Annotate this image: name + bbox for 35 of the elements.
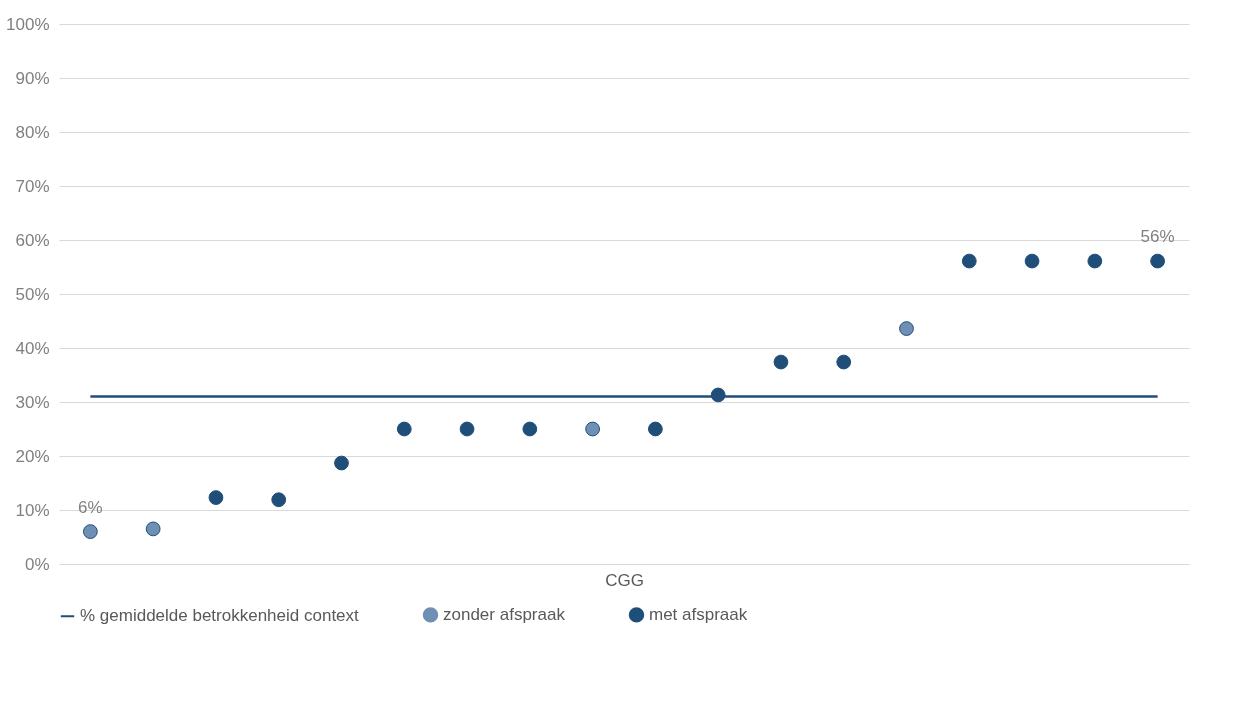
point [1087,253,1103,269]
point [648,421,663,437]
point [522,421,538,437]
point [271,492,287,508]
y-tick-label: 50% [15,284,50,304]
legend-label: zonder afspraak [443,604,566,624]
point [83,524,98,539]
legend-label: met afspraak [649,604,748,624]
y-tick-label: 90% [15,68,50,88]
y-tick-label: 0% [24,554,50,574]
y-tick-label: 20% [15,446,50,466]
point [899,321,914,336]
y-tick-label: 30% [15,392,50,412]
data-label: 6% [78,497,103,517]
point [459,421,475,437]
point [334,455,349,471]
y-tick-label: 100% [6,14,50,34]
y-tick-label: 70% [15,176,50,196]
point [208,490,224,505]
point [585,421,600,437]
point [961,253,977,269]
y-tick-label: 40% [15,338,50,358]
y-tick-label: 10% [15,500,50,520]
point [836,354,852,370]
y-tick-label: 80% [15,122,50,142]
data-label: 56% [1140,227,1175,247]
point [145,521,161,537]
y-tick-label: 60% [15,230,50,250]
point [710,387,726,403]
point [773,354,789,370]
point [1024,253,1040,269]
legend-label: % gemiddelde betrokkenheid context [80,606,360,626]
x-axis-title: CGG [605,570,644,590]
point [1150,253,1165,269]
point [396,421,412,437]
